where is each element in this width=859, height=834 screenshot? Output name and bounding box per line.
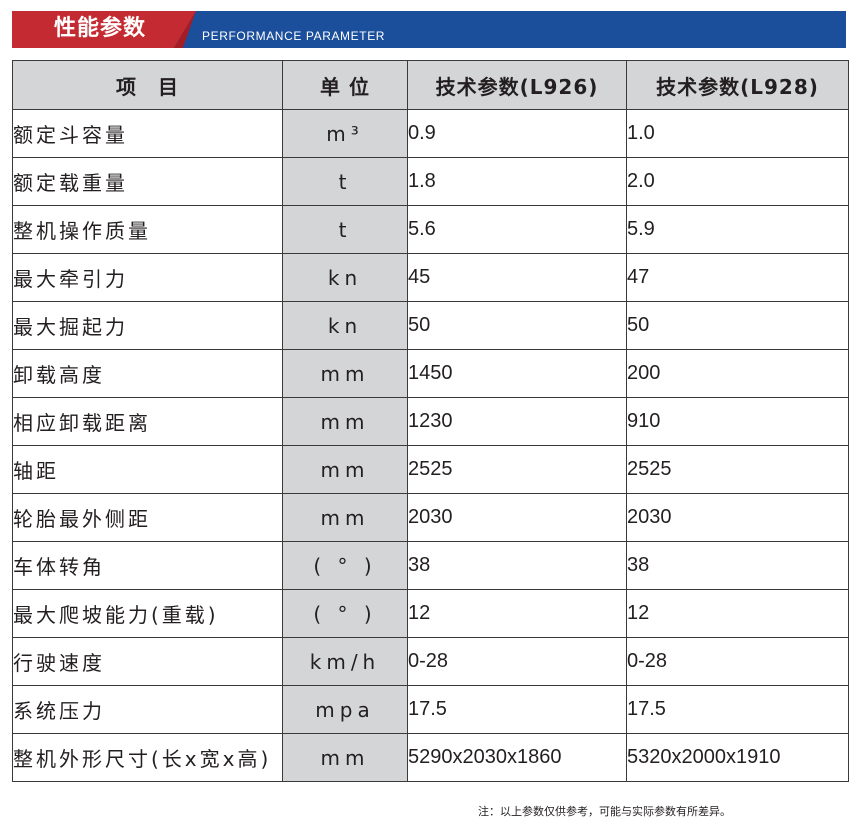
l926-value-cell: 2525	[407, 445, 627, 494]
l926-value-cell: 12	[407, 589, 627, 638]
l928-value-cell: 17.5	[626, 685, 849, 734]
banner-subtitle: PERFORMANCE PARAMETER	[202, 29, 386, 43]
spec-table: 项 目 单 位 技术参数(L926) 技术参数(L928) 额定斗容量 m³ 0.9…	[12, 60, 849, 782]
header-item: 项 目	[12, 60, 283, 110]
l928-value-cell: 47	[626, 253, 849, 302]
header-unit: 单 位	[282, 60, 408, 110]
header-l926: 技术参数(L926)	[407, 60, 627, 110]
param-name-cell: 行驶速度	[12, 637, 283, 686]
table-row: 最大掘起力 kn 50 50	[12, 301, 849, 350]
l926-value-cell: 1230	[407, 397, 627, 446]
table-row: 轮胎最外侧距 mm 2030 2030	[12, 493, 849, 542]
unit-cell: kn	[282, 253, 408, 302]
header-l928: 技术参数(L928)	[626, 60, 849, 110]
l926-value-cell: 17.5	[407, 685, 627, 734]
unit-cell: t	[282, 157, 408, 206]
table-row: 最大爬坡能力(重载)( ° ) 12 12	[12, 589, 849, 638]
table-row: 轴距 mm 2525 2525	[12, 445, 849, 494]
param-name-cell: 额定载重量	[12, 157, 283, 206]
l928-value-cell: 2.0	[626, 157, 849, 206]
table-body: 额定斗容量 m³ 0.9 1.0 额定载重量 t 1.8 2.0 整机操作质量 t 5.6 5.9 最大…	[12, 109, 849, 782]
l928-value-cell: 2525	[626, 445, 849, 494]
l926-value-cell: 50	[407, 301, 627, 350]
l926-value-cell: 38	[407, 541, 627, 590]
unit-cell: ( ° )	[282, 589, 408, 638]
l928-value-cell: 200	[626, 349, 849, 398]
unit-cell: ( ° )	[282, 541, 408, 590]
table-header-row: 项 目 单 位 技术参数(L926) 技术参数(L928)	[12, 60, 849, 110]
table-row: 相应卸载距离 mm 1230 910	[12, 397, 849, 446]
param-name-cell: 整机外形尺寸(长x宽x高)	[12, 733, 283, 782]
l926-value-cell: 1.8	[407, 157, 627, 206]
unit-cell: mm	[282, 493, 408, 542]
unit-cell: kn	[282, 301, 408, 350]
l928-value-cell: 38	[626, 541, 849, 590]
param-name-cell: 卸载高度	[12, 349, 283, 398]
table-row: 整机外形尺寸(长x宽x高) mm 5290x2030x1860 5320x2000x1…	[12, 733, 849, 782]
table-row: 额定载重量 t 1.8 2.0	[12, 157, 849, 206]
unit-cell: m³	[282, 109, 408, 158]
section-banner: 性能参数 PERFORMANCE PARAMETER	[12, 11, 846, 48]
banner-red-tab	[12, 11, 196, 48]
l928-value-cell: 5.9	[626, 205, 849, 254]
l926-value-cell: 45	[407, 253, 627, 302]
l928-value-cell: 5320x2000x1910	[626, 733, 849, 782]
table-row: 卸载高度 mm 1450 200	[12, 349, 849, 398]
l926-value-cell: 0-28	[407, 637, 627, 686]
unit-cell: t	[282, 205, 408, 254]
table-row: 额定斗容量 m³ 0.9 1.0	[12, 109, 849, 158]
unit-cell: mm	[282, 397, 408, 446]
l928-value-cell: 12	[626, 589, 849, 638]
l926-value-cell: 1450	[407, 349, 627, 398]
l928-value-cell: 1.0	[626, 109, 849, 158]
l926-value-cell: 5.6	[407, 205, 627, 254]
l926-value-cell: 0.9	[407, 109, 627, 158]
unit-cell: mm	[282, 733, 408, 782]
l928-value-cell: 2030	[626, 493, 849, 542]
footnote: 注：以上参数仅供参考，可能与实际参数有所差异。	[478, 805, 731, 818]
param-name-cell: 相应卸载距离	[12, 397, 283, 446]
param-name-cell: 整机操作质量	[12, 205, 283, 254]
param-name-cell: 系统压力	[12, 685, 283, 734]
param-name-cell: 最大掘起力	[12, 301, 283, 350]
l928-value-cell: 50	[626, 301, 849, 350]
param-name-cell: 车体转角	[12, 541, 283, 590]
table-row: 系统压力 mpa 17.5 17.5	[12, 685, 849, 734]
unit-cell: km/h	[282, 637, 408, 686]
unit-cell: mm	[282, 349, 408, 398]
table-row: 最大牵引力 kn 45 47	[12, 253, 849, 302]
l928-value-cell: 910	[626, 397, 849, 446]
param-name-cell: 最大爬坡能力(重载)	[12, 589, 283, 638]
table-row: 整机操作质量 t 5.6 5.9	[12, 205, 849, 254]
banner-title: 性能参数	[54, 16, 147, 41]
unit-cell: mpa	[282, 685, 408, 734]
l926-value-cell: 5290x2030x1860	[407, 733, 627, 782]
param-name-cell: 额定斗容量	[12, 109, 283, 158]
unit-cell: mm	[282, 445, 408, 494]
param-name-cell: 轮胎最外侧距	[12, 493, 283, 542]
table-row: 行驶速度 km/h 0-28 0-28	[12, 637, 849, 686]
param-name-cell: 轴距	[12, 445, 283, 494]
l928-value-cell: 0-28	[626, 637, 849, 686]
l926-value-cell: 2030	[407, 493, 627, 542]
param-name-cell: 最大牵引力	[12, 253, 283, 302]
table-row: 车体转角( ° ) 38 38	[12, 541, 849, 590]
